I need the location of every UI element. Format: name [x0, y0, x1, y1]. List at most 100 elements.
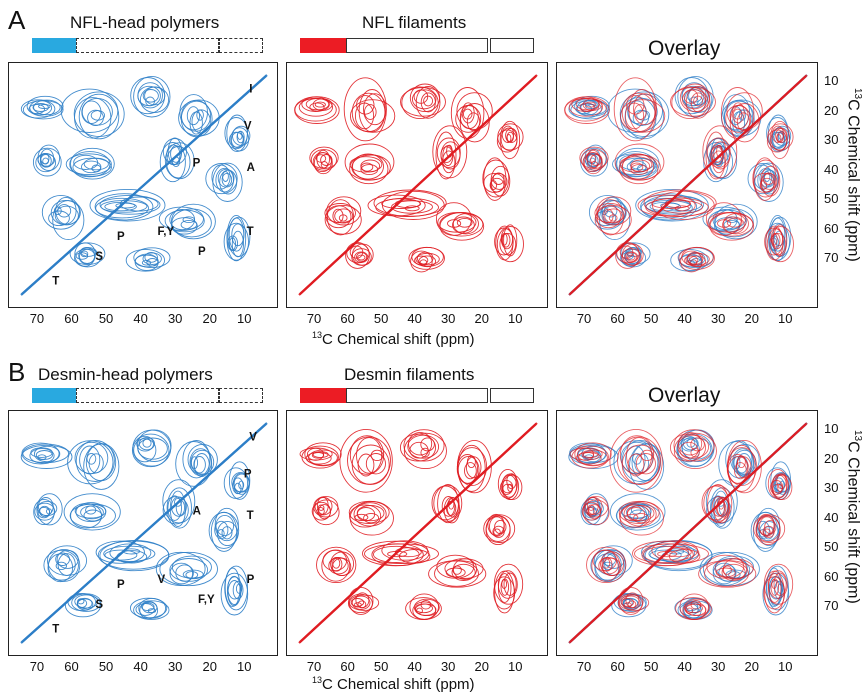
peak-annotation: S [95, 251, 103, 263]
x-tick-label: 50 [643, 659, 659, 674]
peak-annotation: T [247, 510, 254, 522]
contour-group [294, 74, 538, 296]
x-tick-label: 70 [29, 311, 45, 326]
x-tick-label: 20 [202, 659, 217, 674]
contour-group [298, 422, 538, 644]
peak-annotation: P [117, 231, 125, 243]
y-tick-label: 40 [824, 509, 839, 525]
x-tick-label: 60 [610, 659, 625, 674]
peak-annotation: P [247, 574, 255, 586]
x-tick-label: 30 [440, 311, 456, 326]
y-tick-label: 50 [824, 191, 839, 206]
peak-annotation: P [244, 468, 252, 480]
peak-annotation: P [193, 157, 201, 169]
head-polymers-title: NFL-head polymers [70, 13, 220, 32]
y-tick-label: 40 [824, 161, 839, 177]
peak-annotation: F,Y [158, 226, 175, 238]
peak-annotation: V [158, 574, 166, 586]
peak-annotation: I [249, 84, 252, 96]
y-tick-label: 60 [824, 220, 839, 236]
filaments-title: Desmin filaments [344, 365, 475, 384]
x-tick-label: 60 [340, 659, 355, 674]
x-tick-label: 60 [610, 311, 625, 326]
overlay-title: Overlay [648, 384, 721, 407]
x-tick-label: 70 [306, 311, 322, 326]
peak-annotation: P [117, 579, 125, 591]
peak-annotation: A [193, 505, 201, 517]
y-tick-label: 70 [824, 250, 839, 265]
x-tick-label: 50 [98, 311, 114, 326]
x-tick-label: 70 [306, 659, 322, 674]
x-tick-label: 70 [576, 659, 592, 674]
y-tick-label: 30 [824, 132, 839, 147]
y-tick-label: 60 [824, 568, 839, 584]
panel-letter-b: B [8, 357, 26, 387]
x-tick-label: 20 [474, 659, 489, 674]
spectrum-head: V P A T P F,Y V P S T [8, 410, 278, 656]
x-tick-label: 50 [98, 659, 114, 674]
x-tick-label: 30 [710, 311, 726, 326]
overlay-title: Overlay [648, 37, 721, 60]
x-axis-label: 13C Chemical shift (ppm) [312, 330, 475, 348]
x-tick-label: 60 [64, 659, 79, 674]
x-tick-label: 10 [508, 311, 523, 326]
y-tick-label: 50 [824, 539, 839, 554]
x-tick-label: 10 [508, 659, 523, 674]
x-tick-label: 40 [133, 311, 148, 326]
y-tick-label: 10 [824, 73, 839, 88]
y-tick-label: 30 [824, 480, 839, 495]
x-axis-label: 13C Chemical shift (ppm) [312, 675, 475, 693]
x-tick-label: 40 [407, 659, 422, 674]
panel-letter-a: A [8, 5, 26, 35]
x-tick-label: 20 [474, 311, 489, 326]
x-tick-label: 60 [340, 311, 355, 326]
x-tick-label: 30 [167, 311, 183, 326]
contour-group [20, 422, 268, 644]
spectrum-head: I V P A T P F,Y P S T [8, 62, 278, 308]
x-tick-label: 10 [237, 311, 252, 326]
peak-annotation: V [249, 432, 257, 444]
x-tick-label: 40 [677, 311, 692, 326]
y-axis-label: 13C Chemical shift (ppm) [844, 88, 863, 262]
peak-annotation: P [198, 246, 206, 258]
peak-annotation: A [247, 162, 255, 174]
x-tick-label: 60 [64, 311, 79, 326]
spectrum-filament [286, 62, 548, 308]
x-tick-label: 30 [167, 659, 183, 674]
x-tick-label: 40 [677, 659, 692, 674]
x-tick-label: 40 [407, 311, 422, 326]
contour-group [564, 74, 808, 296]
peak-annotation: T [52, 275, 59, 287]
x-tick-label: 20 [744, 311, 759, 326]
x-tick-label: 10 [778, 659, 793, 674]
peak-annotation: F,Y [198, 594, 215, 606]
x-tick-label: 70 [576, 311, 592, 326]
peak-annotation: T [247, 226, 254, 238]
head-polymers-title: Desmin-head polymers [38, 365, 213, 384]
peak-annotation: V [244, 120, 252, 132]
x-tick-label: 70 [29, 659, 45, 674]
spectrum-filament [286, 410, 548, 656]
y-tick-label: 10 [824, 421, 839, 436]
spectrum-overlay [556, 62, 818, 308]
y-tick-label: 20 [824, 102, 839, 118]
x-tick-label: 50 [643, 311, 659, 326]
spectrum-overlay [556, 410, 818, 656]
contour-group [20, 74, 268, 296]
x-tick-label: 10 [778, 311, 793, 326]
contour-group [568, 422, 808, 644]
y-tick-label: 70 [824, 598, 839, 613]
x-tick-label: 20 [744, 659, 759, 674]
filaments-title: NFL filaments [362, 13, 467, 32]
x-tick-label: 30 [710, 659, 726, 674]
peak-annotation: T [52, 623, 59, 635]
x-tick-label: 10 [237, 659, 252, 674]
x-tick-label: 30 [440, 659, 456, 674]
y-axis-label: 13C Chemical shift (ppm) [844, 430, 863, 604]
x-tick-label: 40 [133, 659, 148, 674]
x-tick-label: 50 [373, 659, 389, 674]
peak-annotation: S [95, 599, 103, 611]
x-tick-label: 20 [202, 311, 217, 326]
y-tick-label: 20 [824, 450, 839, 466]
x-tick-label: 50 [373, 311, 389, 326]
